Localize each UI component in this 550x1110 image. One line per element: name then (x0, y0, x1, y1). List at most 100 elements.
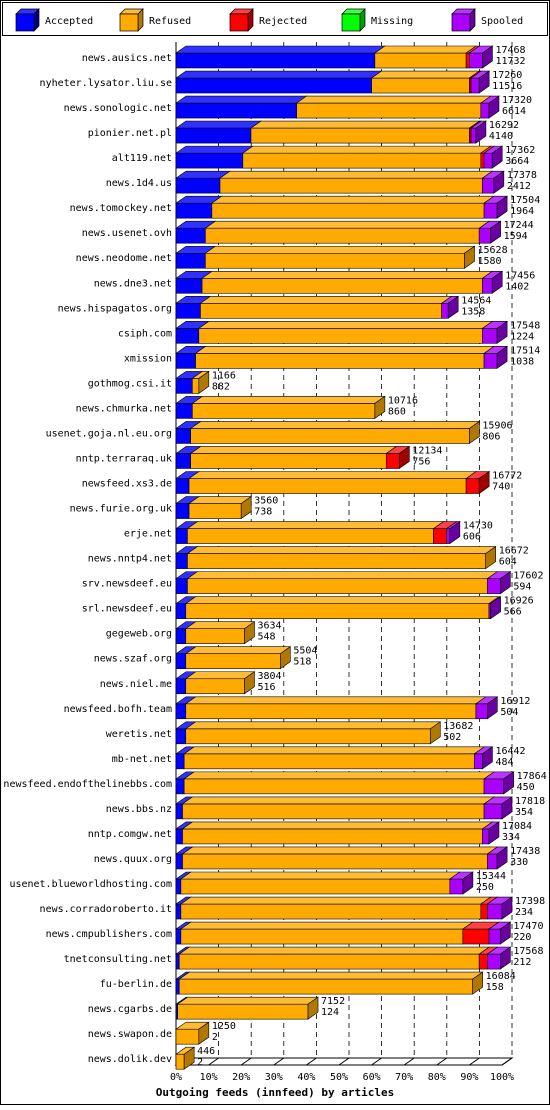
bar-segment-spooled (487, 578, 501, 594)
bar-segment-refused-top (189, 421, 481, 429)
category-label: tnetconsulting.net (64, 954, 172, 965)
total-value-label: 15628 (478, 245, 508, 256)
x-tick-label: 30% (265, 1072, 283, 1083)
plot-area: 0% 10% 20% 30% 40% 50% 60% 70% 80% 90% 100% news.au… (3, 42, 547, 1083)
total-value-label: 17568 (513, 946, 543, 957)
bar-segment-refused (192, 403, 376, 419)
bar-segment-accepted (175, 903, 182, 920)
total-value-label: 16912 (500, 696, 530, 707)
bar-segment-accepted (175, 678, 187, 695)
total-value-label: 16926 (504, 596, 534, 607)
accepted-value-label: 6614 (502, 106, 526, 117)
total-value-label: 17456 (505, 270, 535, 281)
bar-segment-rejected (478, 953, 488, 970)
category-label: news.szaf.org (94, 654, 172, 665)
bar-segment-refused-top (210, 195, 496, 204)
bar-segment-refused (201, 277, 483, 294)
total-value-label: 5504 (293, 646, 317, 657)
category-label: nyheter.lysator.liu.se (40, 78, 172, 89)
total-value-label: 17260 (492, 70, 522, 81)
bar-segment-refused-top (201, 270, 494, 279)
legend-label-spooled: Spooled (481, 16, 523, 27)
legend: Accepted Refused Rejected Missing Spooled (2, 2, 548, 36)
bar-segment-refused-top (186, 521, 445, 529)
bar-segment-refused (190, 453, 387, 469)
bar-segment-refused (187, 553, 487, 569)
bar-segment-spooled (446, 528, 451, 544)
bar-segment-refused-side (464, 245, 475, 269)
bar-segment-refused-top (179, 921, 474, 930)
bar-segment-refused-top (181, 846, 499, 855)
bar-segment-spooled (488, 928, 501, 945)
accepted-value-label: 806 (482, 431, 500, 442)
bar-segment-refused-top (176, 996, 319, 1005)
bar-segment-spooled-side (475, 120, 487, 144)
legend-swatch-missing (341, 13, 361, 32)
bar-segment-refused-side (280, 646, 291, 670)
bar-segment-spooled (480, 102, 490, 119)
bar-segment-spooled (483, 353, 498, 369)
bar-segment-accepted (175, 252, 206, 269)
bar-segment-spooled-side (488, 821, 500, 845)
category-label: mb-net.net (112, 754, 172, 765)
total-value-label: 17818 (515, 796, 545, 807)
bar-segment-accepted (175, 828, 183, 845)
bar-segment-refused-top (178, 971, 484, 980)
bar-segment-rejected (462, 928, 490, 945)
accepted-value-label: 604 (499, 557, 517, 568)
bar-segment-accepted-top (175, 45, 386, 54)
bar-segment-rejected (385, 453, 400, 469)
bar-segment-refused-top (184, 646, 292, 655)
category-label: newsfeed.endofthelinebbs.com (3, 779, 172, 790)
bar-segment-spooled-side (503, 771, 514, 795)
bar-segment-refused (198, 328, 483, 344)
bar-segment-refused (371, 77, 470, 94)
bar-segment-refused (182, 853, 488, 870)
bar-segment-spooled (487, 953, 501, 970)
tick-mark (469, 1057, 480, 1066)
accepted-value-label: 212 (513, 957, 531, 968)
accepted-value-label: 250 (476, 882, 494, 893)
bar-segment-refused-top (373, 45, 478, 54)
accepted-value-label: 1224 (510, 331, 534, 342)
total-value-label: 17468 (495, 45, 525, 56)
bar-segment-spooled-side (482, 746, 493, 770)
accepted-value-label: 860 (388, 406, 406, 417)
accepted-value-label: 516 (257, 682, 275, 693)
total-value-label: 17084 (502, 821, 532, 832)
bar-segment-spooled-side (496, 195, 508, 219)
bar-segment-refused-top (179, 871, 461, 880)
bar-segment-spooled-side (500, 921, 511, 945)
bar-segment-refused-top (183, 771, 496, 780)
bar-segment-accepted (175, 302, 201, 319)
bar-segment-refused-top (219, 170, 494, 179)
accepted-value-label: 220 (513, 932, 531, 943)
accepted-value-label: 3664 (505, 156, 529, 167)
category-label: nntp.terraraq.uk (76, 453, 172, 464)
total-value-label: 14730 (463, 521, 493, 532)
total-value-label: 3560 (254, 496, 278, 507)
category-label: newsfeed.xs3.de (82, 479, 172, 490)
bar-segment-spooled-side (496, 345, 508, 369)
bar-segment-refused (211, 202, 485, 219)
bar-segment-refused-side (244, 621, 255, 645)
bar-segment-refused-side (429, 721, 441, 745)
bar-segment-accepted (175, 127, 252, 144)
category-label: nntp.comgw.net (88, 829, 172, 840)
bar-segment-rejected-side (399, 445, 410, 470)
legend-label-accepted: Accepted (45, 16, 93, 27)
